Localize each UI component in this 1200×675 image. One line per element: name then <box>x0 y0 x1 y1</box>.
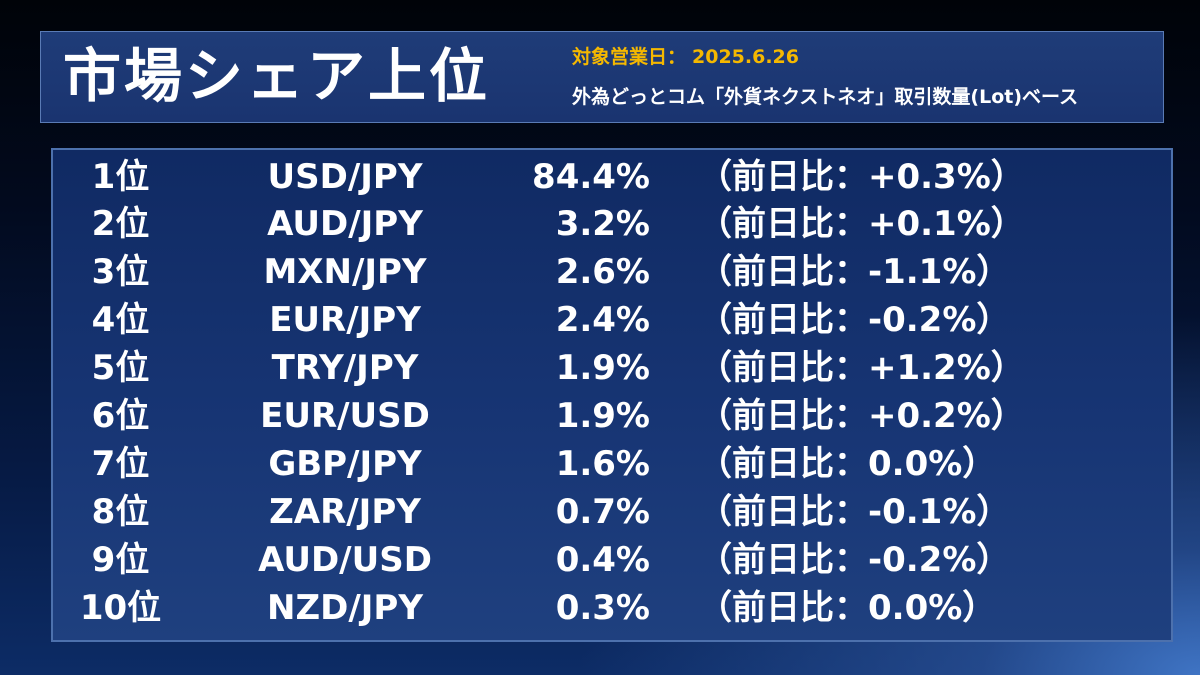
rank-label: 4位 <box>91 300 150 340</box>
currency-pair: AUD/USD <box>258 540 432 580</box>
ranking-row: 6位 EUR/USD 1.9% （前日比：+0.2%） <box>53 392 1171 440</box>
currency-pair: USD/JPY <box>267 157 423 197</box>
rank-label: 6位 <box>91 396 150 436</box>
day-change: （前日比：-0.1%） <box>698 492 1011 532</box>
ranking-row: 4位 EUR/JPY 2.4% （前日比：-0.2%） <box>53 296 1171 344</box>
market-share: 2.4% <box>555 300 650 340</box>
data-basis-subtitle: 外為どっとコム「外貨ネクストネオ」取引数量(Lot)ベース <box>572 86 1079 108</box>
ranking-table: 1位 USD/JPY 84.4% （前日比：+0.3%） 2位 AUD/JPY … <box>51 148 1173 642</box>
market-share: 1.9% <box>555 396 650 436</box>
market-share: 84.4% <box>532 157 650 197</box>
day-change: （前日比：-1.1%） <box>698 252 1011 292</box>
market-share: 3.2% <box>555 204 650 244</box>
market-share: 0.7% <box>555 492 650 532</box>
market-share: 2.6% <box>555 252 650 292</box>
currency-pair: TRY/JPY <box>271 348 419 388</box>
currency-pair: EUR/USD <box>260 396 430 436</box>
day-change: （前日比：-0.2%） <box>698 540 1011 580</box>
ranking-row: 10位 NZD/JPY 0.3% （前日比：0.0%） <box>53 584 1171 632</box>
currency-pair: GBP/JPY <box>268 444 422 484</box>
market-share: 0.4% <box>555 540 650 580</box>
business-date: 対象営業日： 2025.6.26 <box>572 42 799 69</box>
day-change: （前日比：-0.2%） <box>698 300 1011 340</box>
ranking-row: 5位 TRY/JPY 1.9% （前日比：+1.2%） <box>53 344 1171 392</box>
ranking-row: 9位 AUD/USD 0.4% （前日比：-0.2%） <box>53 536 1171 584</box>
page-title: 市場シェア上位 <box>63 42 491 110</box>
rank-label: 8位 <box>91 492 150 532</box>
rank-label: 10位 <box>79 588 162 628</box>
header-panel: 市場シェア上位 対象営業日： 2025.6.26 外為どっとコム「外貨ネクストネオ… <box>40 31 1164 123</box>
rank-label: 2位 <box>91 204 150 244</box>
currency-pair: MXN/JPY <box>263 252 427 292</box>
business-date-label: 対象営業日： <box>572 46 687 68</box>
currency-pair: ZAR/JPY <box>269 492 421 532</box>
market-share: 1.9% <box>555 348 650 388</box>
market-share: 1.6% <box>555 444 650 484</box>
ranking-row: 7位 GBP/JPY 1.6% （前日比：0.0%） <box>53 440 1171 488</box>
rank-label: 3位 <box>91 252 150 292</box>
ranking-row: 2位 AUD/JPY 3.2% （前日比：+0.1%） <box>53 200 1171 248</box>
day-change: （前日比：+1.2%） <box>698 348 1025 388</box>
ranking-row: 8位 ZAR/JPY 0.7% （前日比：-0.1%） <box>53 488 1171 536</box>
day-change: （前日比：+0.2%） <box>698 396 1025 436</box>
rank-label: 9位 <box>91 540 150 580</box>
business-date-value: 2025.6.26 <box>692 46 799 68</box>
ranking-row: 1位 USD/JPY 84.4% （前日比：+0.3%） <box>53 153 1171 201</box>
currency-pair: AUD/JPY <box>267 204 423 244</box>
rank-label: 1位 <box>91 157 150 197</box>
currency-pair: EUR/JPY <box>269 300 421 340</box>
day-change: （前日比：0.0%） <box>698 444 997 484</box>
market-share: 0.3% <box>555 588 650 628</box>
ranking-row: 3位 MXN/JPY 2.6% （前日比：-1.1%） <box>53 248 1171 296</box>
day-change: （前日比：+0.3%） <box>698 157 1025 197</box>
currency-pair: NZD/JPY <box>267 588 423 628</box>
day-change: （前日比：+0.1%） <box>698 204 1025 244</box>
day-change: （前日比：0.0%） <box>698 588 997 628</box>
rank-label: 7位 <box>91 444 150 484</box>
rank-label: 5位 <box>91 348 150 388</box>
